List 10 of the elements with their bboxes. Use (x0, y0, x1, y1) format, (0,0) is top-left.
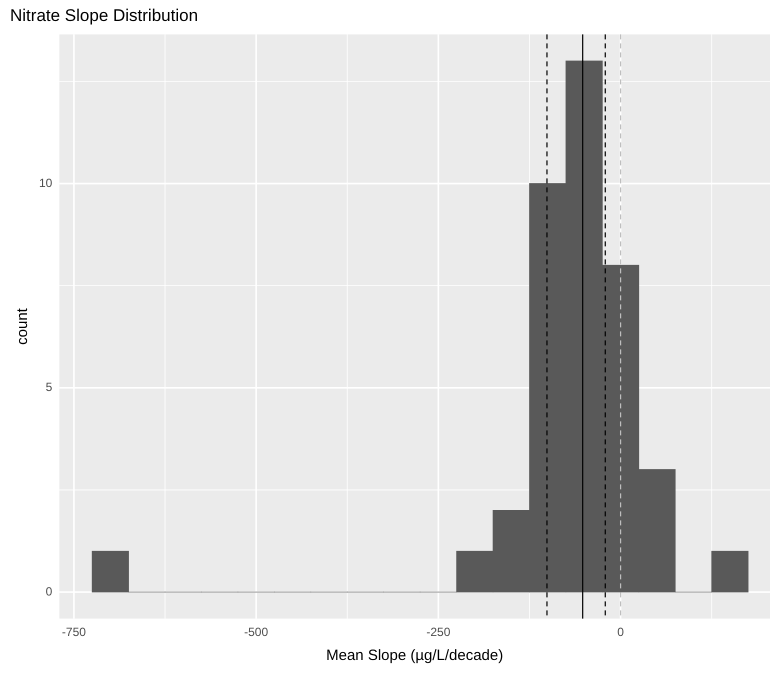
x-tick-label: -500 (244, 625, 268, 640)
y-tick-label: 5 (46, 380, 53, 394)
y-axis-title: count (14, 307, 32, 345)
x-tick-label: -250 (426, 625, 451, 640)
x-tick-label: -750 (62, 625, 86, 640)
y-tick-label: 0 (46, 584, 53, 598)
chart-title: Nitrate Slope Distribution (10, 6, 198, 25)
x-axis-title: Mean Slope (µg/L/decade) (326, 647, 504, 664)
x-tick-label: 0 (617, 625, 624, 640)
y-tick-label: 10 (38, 176, 53, 190)
